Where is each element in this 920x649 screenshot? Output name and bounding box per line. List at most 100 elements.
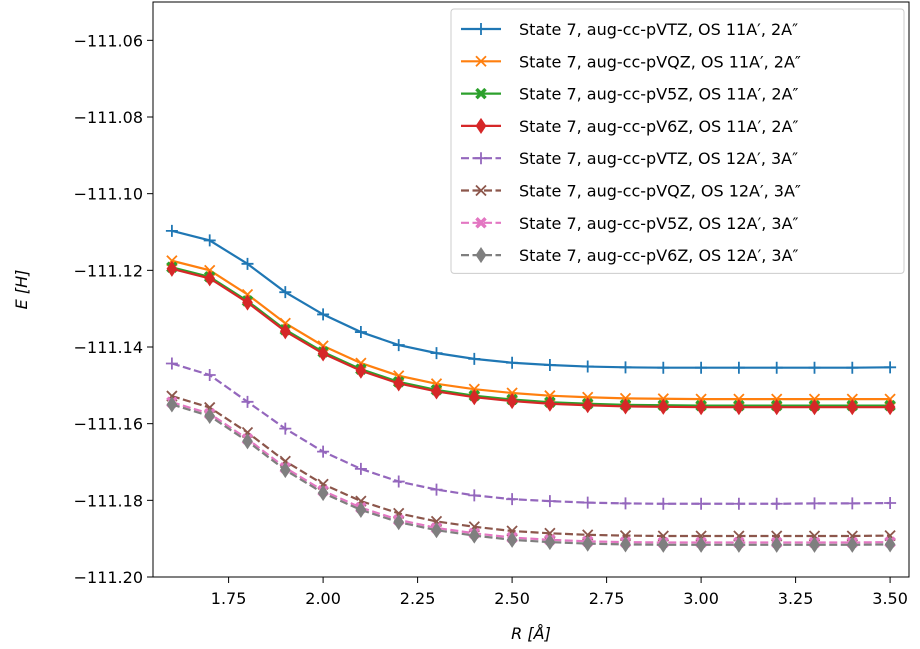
data-point bbox=[808, 361, 821, 374]
data-point bbox=[203, 368, 216, 381]
data-point bbox=[166, 260, 178, 277]
y-tick-label: −111.20 bbox=[74, 568, 143, 587]
data-point bbox=[468, 489, 481, 502]
legend-label: State 7, aug-cc-pV6Z, OS 11A′, 2A″ bbox=[519, 117, 799, 136]
data-point bbox=[506, 531, 518, 548]
legend-label: State 7, aug-cc-pVQZ, OS 12A′, 3A″ bbox=[519, 182, 801, 201]
data-point bbox=[582, 397, 594, 414]
data-point bbox=[393, 375, 405, 392]
data-point bbox=[695, 361, 708, 374]
series-1 bbox=[165, 224, 897, 374]
x-axis-label: R [Å] bbox=[511, 624, 551, 643]
plot-area bbox=[165, 224, 897, 553]
data-point bbox=[695, 536, 707, 553]
data-point bbox=[317, 445, 330, 458]
data-point bbox=[430, 347, 443, 360]
legend-label: State 7, aug-cc-pVTZ, OS 11A′, 2A″ bbox=[519, 20, 798, 39]
x-tick-label: 2.25 bbox=[400, 589, 436, 608]
data-point bbox=[808, 497, 821, 510]
x-tick-label: 1.75 bbox=[211, 589, 247, 608]
y-tick-label: −111.18 bbox=[74, 491, 143, 510]
y-tick-label: −111.08 bbox=[74, 108, 143, 127]
data-point bbox=[393, 514, 405, 531]
data-point bbox=[695, 497, 708, 510]
data-point bbox=[732, 361, 745, 374]
x-axis-ticks: 1.75 2.00 2.25 2.50 2.75 3.00 3.25 3.50 bbox=[211, 577, 908, 608]
data-point bbox=[203, 234, 216, 247]
series-line bbox=[171, 259, 891, 401]
data-point bbox=[317, 345, 329, 362]
legend-entry: State 7, aug-cc-pV6Z, OS 11A′, 2A″ bbox=[461, 117, 799, 136]
data-point bbox=[165, 224, 178, 237]
legend-entry: State 7, aug-cc-pV5Z, OS 11A′, 2A″ bbox=[461, 85, 799, 104]
data-point bbox=[204, 407, 216, 425]
data-point bbox=[204, 270, 216, 287]
legend-box bbox=[450, 8, 905, 274]
data-point bbox=[657, 536, 669, 553]
data-point bbox=[770, 497, 783, 510]
data-point bbox=[657, 497, 670, 510]
data-point bbox=[241, 395, 254, 408]
series-4 bbox=[166, 260, 896, 416]
data-point bbox=[619, 497, 632, 510]
series-line bbox=[171, 362, 891, 505]
data-point bbox=[543, 495, 556, 508]
data-point bbox=[431, 383, 442, 400]
data-point bbox=[279, 286, 292, 299]
data-point bbox=[392, 475, 405, 488]
x-tick-label: 3.25 bbox=[778, 589, 814, 608]
legend-marker bbox=[475, 87, 487, 100]
data-point bbox=[884, 536, 896, 553]
legend-entry: State 7, aug-cc-pVTZ, OS 12A′, 3A″ bbox=[461, 149, 798, 168]
data-point bbox=[581, 496, 594, 509]
data-point bbox=[354, 462, 367, 475]
data-point bbox=[544, 395, 556, 412]
data-point bbox=[619, 361, 632, 374]
legend-entry: State 7, aug-cc-pVTZ, OS 11A′, 2A″ bbox=[461, 20, 798, 39]
legend-marker bbox=[475, 55, 487, 67]
series-line bbox=[171, 266, 891, 407]
data-point bbox=[846, 399, 858, 416]
data-point bbox=[771, 536, 783, 553]
legend: State 7, aug-cc-pVTZ, OS 11A′, 2A″ State … bbox=[450, 8, 905, 274]
series-8 bbox=[166, 396, 896, 553]
data-point bbox=[279, 323, 291, 340]
data-point bbox=[657, 398, 669, 415]
data-point bbox=[582, 535, 594, 552]
x-tick-label: 3.00 bbox=[683, 589, 719, 608]
legend-marker bbox=[475, 247, 487, 264]
data-point bbox=[506, 393, 518, 410]
data-point bbox=[884, 361, 897, 374]
data-point bbox=[468, 527, 480, 544]
data-point bbox=[620, 536, 631, 553]
data-point bbox=[506, 356, 519, 369]
data-point bbox=[468, 352, 481, 365]
legend-marker bbox=[475, 216, 487, 229]
y-tick-label: −111.10 bbox=[74, 185, 143, 204]
x-tick-label: 3.50 bbox=[872, 589, 908, 608]
series-line bbox=[171, 395, 891, 538]
data-point bbox=[809, 399, 820, 416]
data-point bbox=[431, 522, 442, 539]
data-point bbox=[733, 536, 745, 553]
data-point bbox=[468, 389, 480, 406]
x-tick-label: 2.75 bbox=[589, 589, 625, 608]
data-point bbox=[657, 361, 670, 374]
data-point bbox=[317, 485, 329, 502]
data-point bbox=[279, 422, 292, 435]
data-point bbox=[809, 536, 820, 553]
data-point bbox=[884, 399, 896, 416]
legend-entry: State 7, aug-cc-pVQZ, OS 11A′, 2A″ bbox=[461, 52, 801, 71]
data-point bbox=[392, 339, 405, 352]
data-point bbox=[581, 360, 594, 373]
data-point bbox=[846, 497, 859, 510]
data-point bbox=[166, 396, 178, 413]
legend-entry: State 7, aug-cc-pV6Z, OS 12A′, 3A″ bbox=[461, 246, 799, 265]
data-point bbox=[242, 294, 253, 311]
data-point bbox=[317, 308, 330, 321]
y-axis-label: E [H] bbox=[12, 270, 31, 310]
series-5 bbox=[165, 357, 897, 510]
data-point bbox=[732, 497, 745, 510]
data-point bbox=[543, 359, 556, 372]
